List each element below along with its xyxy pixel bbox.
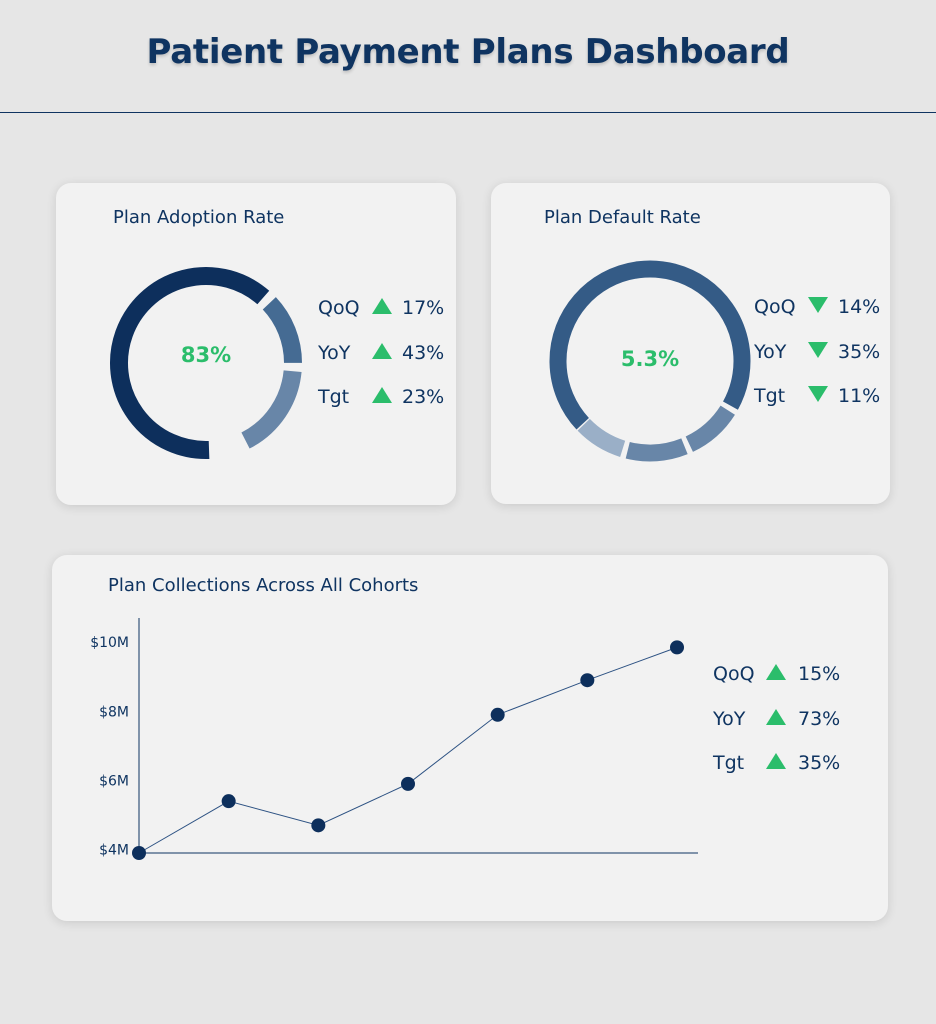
stat-value: 11% bbox=[838, 385, 881, 407]
data-point bbox=[221, 794, 236, 809]
stat-label: Tgt bbox=[318, 386, 350, 408]
arrow-up-icon bbox=[372, 298, 392, 314]
data-point bbox=[670, 640, 684, 655]
stat-value: 35% bbox=[798, 752, 841, 774]
collections-line-chart: $4M $6M $8M $10M bbox=[90, 618, 698, 860]
stat-label: QoQ bbox=[713, 663, 755, 685]
arrow-up-icon bbox=[766, 708, 786, 725]
arrow-up-icon bbox=[766, 753, 786, 769]
stat-value: 23% bbox=[402, 386, 445, 408]
data-point bbox=[490, 707, 505, 722]
collections-card: Plan Collections Across All Cohorts $4M $… bbox=[52, 555, 888, 921]
stat-label: Tgt bbox=[713, 752, 745, 774]
data-point bbox=[580, 673, 595, 688]
stat-value: 15% bbox=[798, 663, 841, 685]
default-donut-segment-3 bbox=[625, 438, 688, 462]
arrow-down-icon bbox=[808, 297, 828, 313]
stat-label: QoQ bbox=[754, 296, 796, 318]
page-title: Patient Payment Plans Dashboard bbox=[146, 32, 790, 72]
stat-label: QoQ bbox=[318, 297, 360, 319]
stat-label: YoY bbox=[754, 340, 787, 363]
adoption-title: Plan Adoption Rate bbox=[113, 207, 285, 228]
data-point bbox=[132, 846, 146, 860]
adoption-donut-segment-2 bbox=[262, 297, 302, 364]
default-value: 5.3% bbox=[620, 347, 680, 371]
default-donut-segment-2 bbox=[685, 405, 735, 452]
default-donut-segment-1 bbox=[549, 260, 751, 430]
adoption-value: 83% bbox=[180, 343, 232, 367]
default-donut-segment-4 bbox=[577, 418, 626, 457]
default-title: Plan Default Rate bbox=[544, 207, 701, 228]
stat-value: 35% bbox=[838, 340, 881, 363]
arrow-up-icon bbox=[766, 664, 786, 680]
arrow-up-icon bbox=[372, 342, 392, 359]
stat-value: 17% bbox=[402, 297, 445, 319]
adoption-donut-segment-1 bbox=[110, 267, 270, 459]
stat-value: 73% bbox=[798, 707, 841, 730]
stat-value: 14% bbox=[838, 296, 881, 318]
y-tick-label: $6M bbox=[99, 773, 129, 789]
arrow-down-icon bbox=[808, 341, 828, 358]
y-tick-label: $4M bbox=[99, 843, 129, 859]
arrow-up-icon bbox=[372, 387, 392, 403]
default-donut bbox=[549, 260, 751, 462]
arrow-down-icon bbox=[808, 386, 828, 402]
collections-title: Plan Collections Across All Cohorts bbox=[108, 575, 419, 596]
header: Patient Payment Plans Dashboard bbox=[0, 0, 936, 113]
stat-label: YoY bbox=[713, 707, 746, 730]
data-point bbox=[401, 776, 415, 791]
y-tick-label: $10M bbox=[90, 635, 129, 651]
series-line bbox=[138, 646, 678, 854]
stat-value: 43% bbox=[402, 341, 445, 364]
adoption-donut-segment-3 bbox=[241, 370, 302, 449]
adoption-card: Plan Adoption Rate 83% QoQ 17% YoY 43% Tgt 23… bbox=[56, 183, 456, 505]
y-tick-label: $8M bbox=[99, 704, 129, 720]
data-point bbox=[311, 818, 326, 833]
stat-label: YoY bbox=[318, 341, 351, 364]
default-card: Plan Default Rate 5.3% QoQ 14% YoY 35% Tgt 11… bbox=[491, 183, 890, 504]
adoption-donut bbox=[110, 267, 302, 459]
stat-label: Tgt bbox=[754, 385, 786, 407]
